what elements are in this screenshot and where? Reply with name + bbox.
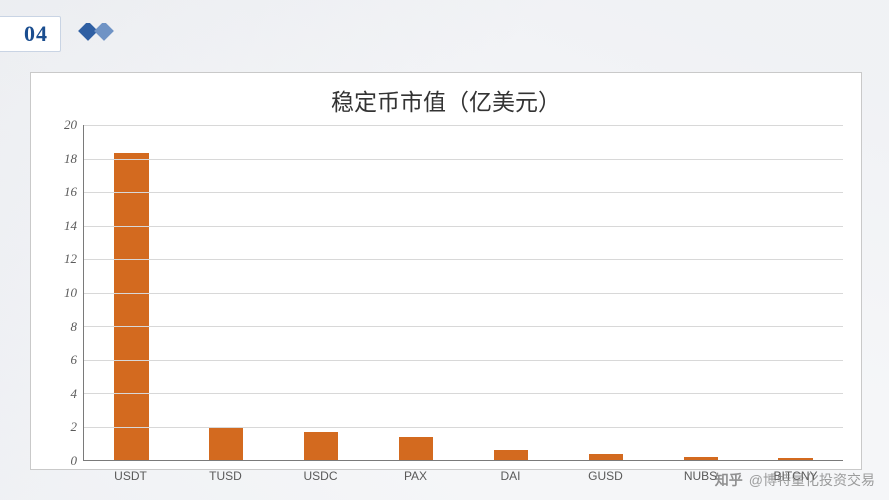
- gridline: [84, 125, 843, 126]
- x-label: USDT: [83, 469, 178, 483]
- y-axis: 02468101214161820: [49, 125, 83, 461]
- y-tick-label: 18: [64, 151, 77, 167]
- x-label: PAX: [368, 469, 463, 483]
- y-tick-label: 2: [71, 419, 78, 435]
- section-number-box: 04: [0, 16, 61, 52]
- bar-pax: [399, 437, 433, 460]
- y-tick-label: 4: [71, 386, 78, 402]
- gridline: [84, 192, 843, 193]
- gridline: [84, 427, 843, 428]
- chart-card: 稳定币市值（亿美元） 02468101214161820 USDTTUSDUSD…: [30, 72, 862, 470]
- diamond-2: [94, 23, 114, 41]
- y-tick-label: 20: [64, 117, 77, 133]
- gridline: [84, 326, 843, 327]
- watermark-text: @博特量化投资交易: [749, 470, 875, 490]
- gridline: [84, 159, 843, 160]
- plot-wrap: 02468101214161820 USDTTUSDUSDCPAXDAIGUSD…: [49, 125, 843, 461]
- bar-usdc: [304, 432, 338, 460]
- gridline: [84, 393, 843, 394]
- y-tick-label: 10: [64, 285, 77, 301]
- y-tick-label: 14: [64, 218, 77, 234]
- gridline: [84, 226, 843, 227]
- slide-header: 04: [18, 16, 119, 52]
- watermark: 知乎 @博特量化投资交易: [715, 470, 875, 490]
- gridline: [84, 360, 843, 361]
- bar-usdt: [114, 153, 148, 460]
- y-tick-label: 16: [64, 184, 77, 200]
- section-number: 04: [24, 21, 48, 46]
- y-tick-label: 0: [71, 453, 78, 469]
- bar-dai: [494, 450, 528, 460]
- x-label: GUSD: [558, 469, 653, 483]
- bar-gusd: [589, 454, 623, 460]
- x-label: TUSD: [178, 469, 273, 483]
- y-tick-label: 12: [64, 251, 77, 267]
- watermark-prefix: 知乎: [715, 470, 743, 490]
- chart-title: 稳定币市值（亿美元）: [49, 83, 843, 117]
- bar-nubs: [684, 457, 718, 460]
- gridline: [84, 259, 843, 260]
- y-tick-label: 8: [71, 319, 78, 335]
- plot-area: [83, 125, 843, 461]
- diamond-1: [78, 23, 98, 41]
- bar-tusd: [209, 428, 243, 460]
- x-label: USDC: [273, 469, 368, 483]
- y-tick-label: 6: [71, 352, 78, 368]
- x-label: DAI: [463, 469, 558, 483]
- diamond-icon: [75, 23, 119, 45]
- bar-bitcny: [778, 458, 812, 460]
- gridline: [84, 293, 843, 294]
